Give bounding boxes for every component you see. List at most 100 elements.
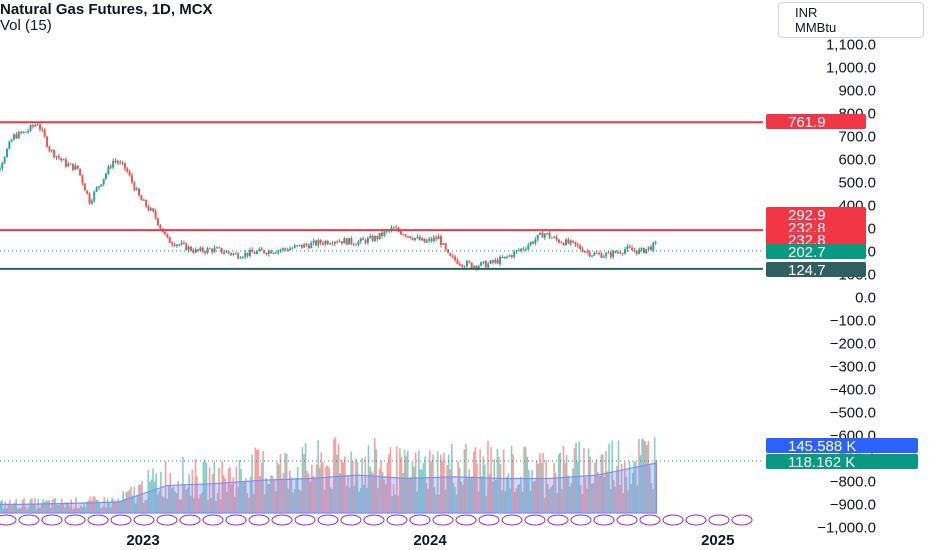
volume-bar xyxy=(79,505,82,513)
price-candle xyxy=(218,247,221,249)
volume-bar xyxy=(397,495,400,513)
currency-unit-selector[interactable]: INR MMBtu xyxy=(778,2,924,38)
volume-bar xyxy=(273,479,275,513)
price-candle xyxy=(164,232,167,234)
volume-bar xyxy=(57,505,60,513)
volume-bar xyxy=(334,437,337,513)
price-candle xyxy=(496,259,499,264)
price-candle xyxy=(27,130,30,133)
volume-bar xyxy=(169,472,172,513)
volume-bar xyxy=(554,472,557,513)
price-candle xyxy=(140,195,143,201)
volume-bar xyxy=(391,495,393,513)
volume-bar xyxy=(326,465,329,513)
volume-bar xyxy=(65,502,68,513)
y-tick-label: −900.0 xyxy=(830,497,876,514)
volume-bar xyxy=(498,457,500,513)
volume-bar xyxy=(175,493,178,513)
volume-bar xyxy=(564,462,566,513)
volume-bar xyxy=(303,453,305,513)
volume-bar xyxy=(145,499,148,513)
volume-bar xyxy=(573,448,576,513)
price-candle xyxy=(83,183,86,191)
price-candle xyxy=(421,238,424,241)
volume-bar xyxy=(295,477,297,513)
volume-bar xyxy=(105,507,107,513)
price-candle xyxy=(119,162,122,164)
volume-bar xyxy=(24,505,27,513)
price-candle xyxy=(253,252,256,254)
volume-bar xyxy=(100,508,102,513)
volume-bar xyxy=(546,483,549,513)
price-tag-bg xyxy=(766,262,866,277)
price-candle xyxy=(303,244,306,248)
session-marker xyxy=(317,514,339,526)
price-candle xyxy=(369,236,372,239)
price-tag: 202.7 xyxy=(788,244,826,261)
volume-bar xyxy=(535,460,538,513)
price-candle xyxy=(371,236,374,241)
volume-bar xyxy=(224,478,227,513)
volume-bar xyxy=(590,483,593,513)
price-candle xyxy=(109,166,112,168)
volume-indicator-label[interactable]: Vol (15) xyxy=(0,17,52,34)
price-candle xyxy=(411,238,414,240)
volume-bar xyxy=(210,498,213,513)
volume-bar xyxy=(384,484,387,513)
volume-bar xyxy=(466,477,469,513)
price-candle xyxy=(213,247,216,252)
volume-bar xyxy=(83,502,85,513)
volume-bar xyxy=(32,503,35,513)
volume-bar xyxy=(123,498,126,513)
price-candle xyxy=(38,124,41,130)
volume-bar xyxy=(226,491,228,513)
price-candle xyxy=(74,165,77,170)
volume-bar xyxy=(278,464,280,513)
volume-bar xyxy=(89,496,91,513)
price-candle xyxy=(208,248,211,250)
price-candle xyxy=(616,252,619,254)
session-marker xyxy=(662,514,684,526)
volume-bar xyxy=(64,507,66,513)
volume-bar xyxy=(625,477,628,513)
volume-bar xyxy=(476,463,478,513)
price-candle xyxy=(458,263,461,265)
volume-bar xyxy=(490,447,492,513)
volume-bar xyxy=(402,472,404,513)
price-candle xyxy=(272,252,275,254)
volume-bar xyxy=(309,481,312,513)
price-candle xyxy=(392,227,395,229)
volume-bar xyxy=(172,485,175,513)
price-candle xyxy=(352,243,355,245)
volume-bar xyxy=(635,462,637,513)
volume-bar xyxy=(177,480,179,513)
currency-label: INR xyxy=(795,5,818,20)
price-candle xyxy=(166,233,169,238)
price-candle xyxy=(366,238,369,243)
volume-bar xyxy=(134,503,137,513)
price-candle xyxy=(76,165,79,169)
volume-bar xyxy=(575,442,577,513)
volume-bar xyxy=(336,454,338,513)
volume-bar xyxy=(386,462,389,513)
volume-bar xyxy=(48,500,51,513)
volume-bar xyxy=(523,446,525,513)
volume-bar xyxy=(252,493,255,513)
session-marker xyxy=(455,514,477,526)
chart-title[interactable]: Natural Gas Futures, 1D, MCX xyxy=(0,1,213,18)
volume-bar xyxy=(318,467,321,513)
volume-tag: 145.588 K xyxy=(788,438,856,455)
volume-bar xyxy=(67,502,69,513)
price-candle xyxy=(501,257,504,259)
price-candle xyxy=(281,248,284,250)
volume-bar xyxy=(422,462,425,513)
volume-bar xyxy=(314,477,316,513)
price-candle xyxy=(355,244,358,246)
price-candle xyxy=(322,243,325,245)
volume-bar xyxy=(460,481,463,513)
price-candle xyxy=(381,232,384,236)
price-candle xyxy=(640,247,643,250)
volume-bar xyxy=(463,449,466,513)
price-candle xyxy=(128,171,131,176)
